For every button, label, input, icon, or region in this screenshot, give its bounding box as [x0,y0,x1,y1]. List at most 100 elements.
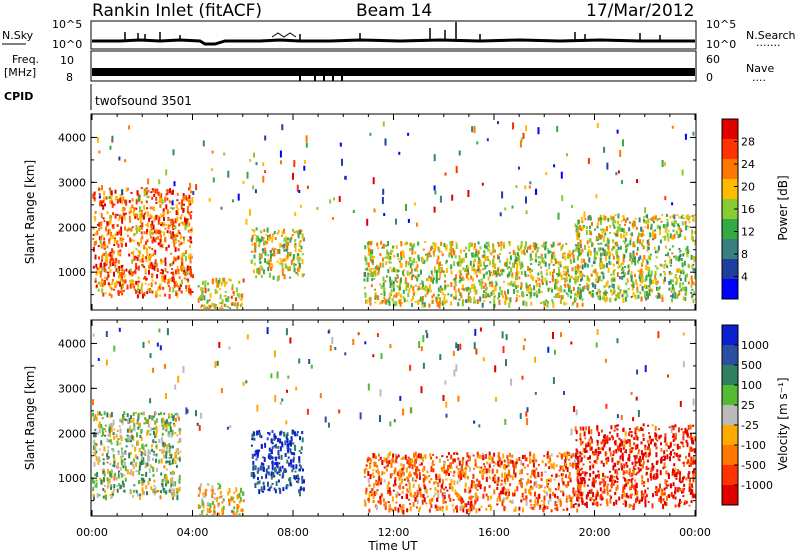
velocity-cell [93,495,95,501]
velocity-cell [155,432,158,438]
velocity-cell [118,471,121,475]
velocity-cell [480,505,483,508]
velocity-cell [140,451,143,457]
power-cell [416,264,419,268]
power-cell [523,249,526,255]
power-cell [544,253,547,259]
velocity-cell [98,456,101,462]
power-cell [522,292,525,298]
velocity-cell [579,468,582,471]
power-cell [417,285,420,288]
power-cell [186,269,189,273]
power-cell [92,265,95,269]
power-cell [596,123,599,128]
power-cell [129,239,132,242]
power-cell [642,218,645,222]
power-cell [387,254,390,260]
power-cell [515,297,518,302]
velocity-cell [202,509,205,512]
velocity-cell [476,478,479,482]
power-cell [515,185,518,189]
power-cell [535,252,537,258]
power-cell [618,276,621,280]
power-cell [521,261,524,265]
velocity-cell [263,485,266,491]
power-cell [352,210,355,213]
power-cell [145,277,148,281]
power-cell [615,294,618,300]
velocity-cell [262,465,264,469]
power-cell [147,288,150,291]
velocity-cell [262,456,265,459]
velocity-cell [133,422,136,428]
velocity-cell [579,477,582,480]
power-cell [180,241,183,245]
power-cell [250,259,253,264]
power-cell [566,153,568,157]
power-cell [509,297,512,303]
velocity-cell [174,452,177,458]
power-cell [111,200,114,204]
velocity-cell [299,486,302,491]
velocity-cell [483,463,485,466]
power-cell [266,240,269,244]
velocity-cell [368,492,371,498]
power-cell [266,259,269,263]
velocity-cell [588,489,591,494]
power-cell [241,293,244,299]
power-cell [588,278,591,283]
velocity-cell [535,467,538,471]
power-cell [671,245,674,248]
power-cell [383,287,386,292]
power-cell [120,284,123,290]
velocity-cell [544,470,547,473]
power-cell [171,276,174,282]
power-cell [273,252,276,257]
power-cell [622,289,625,295]
power-cell [392,281,395,284]
power-cell [443,294,446,299]
power-cell [281,244,284,247]
power-cell [484,282,487,287]
velocity-cell [465,503,468,508]
velocity-cell [523,466,526,469]
power-cell [122,212,125,215]
velocity-cell [414,491,417,496]
power-cell [204,306,207,309]
velocity-cell [95,482,98,488]
velocity-cell [394,479,397,485]
power-cell [146,291,149,294]
velocity-cell [417,484,420,489]
velocity-cell [173,423,176,427]
velocity-cell [126,469,129,475]
power-cell [617,213,620,219]
velocity-cell [131,444,134,448]
power-cell [625,245,627,249]
velocity-cell [568,494,571,499]
power-cell [403,269,406,272]
power-cell [175,204,178,209]
power-cell [657,249,659,253]
power-cell [581,226,584,231]
velocity-cell [533,503,536,508]
velocity-cell [452,461,454,464]
velocity-cell [446,489,449,492]
velocity-cell [291,469,294,473]
power-cell [103,267,106,272]
velocity-cell [394,483,397,486]
velocity-cell [165,468,168,471]
power-cell [186,210,189,214]
power-cell [500,269,503,273]
velocity-cell [155,453,158,457]
velocity-cell [570,463,573,466]
power-cell [234,302,237,307]
power-cell [520,137,523,142]
power-cell [140,231,143,235]
power-cell [694,275,696,280]
velocity-cell [236,496,239,499]
power-cell [155,228,158,231]
velocity-cell [429,487,432,490]
power-cell [639,255,642,260]
velocity-cell [92,412,94,417]
velocity-cell [441,506,444,509]
